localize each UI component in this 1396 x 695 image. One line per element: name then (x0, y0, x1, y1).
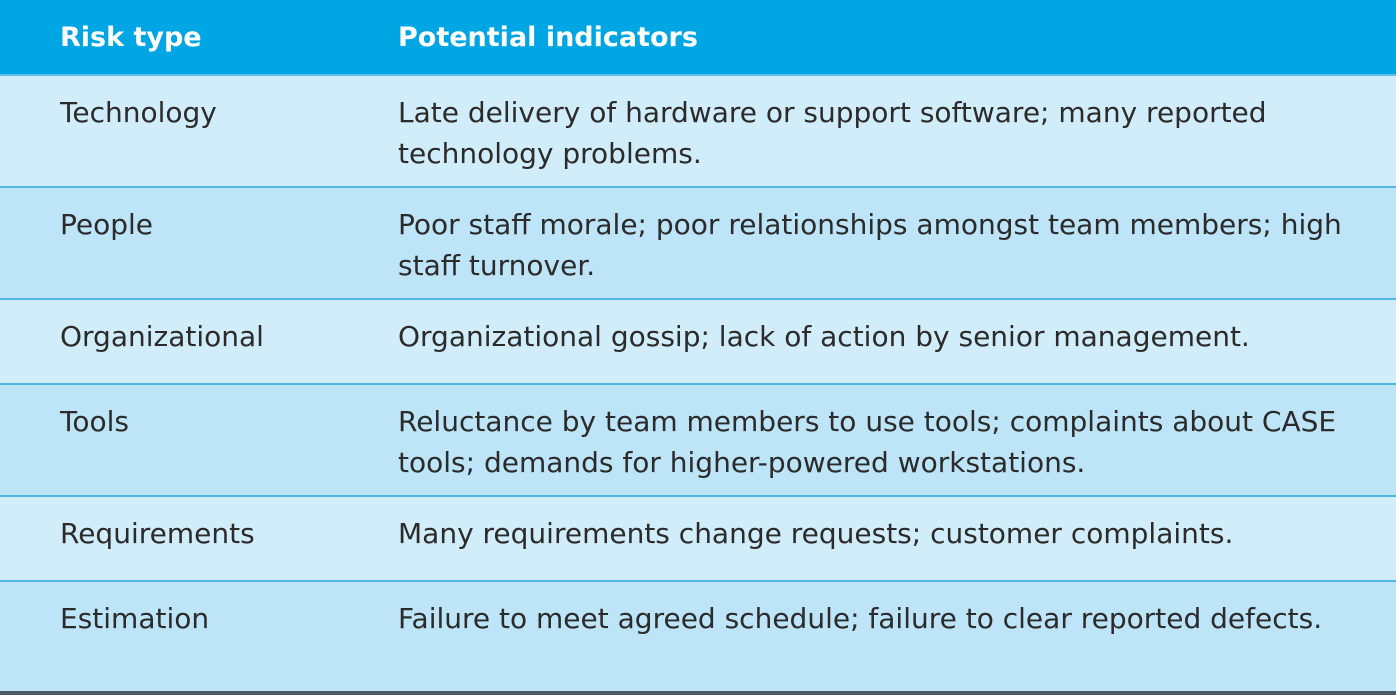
indicators-cell: Late delivery of hardware or support sof… (338, 75, 1396, 188)
risk-type-cell: People (0, 187, 338, 300)
risk-type-cell: Tools (0, 384, 338, 497)
indicators-cell: Failure to meet agreed schedule; failure… (338, 581, 1396, 695)
table-header: Risk type Potential indicators (0, 0, 1396, 76)
column-header-potential-indicators: Potential indicators (338, 0, 1396, 76)
column-header-risk-type: Risk type (0, 0, 338, 76)
table-row: Technology Late delivery of hardware or … (0, 75, 1396, 188)
header-row: Risk type Potential indicators (0, 0, 1396, 76)
table-row: Requirements Many requirements change re… (0, 496, 1396, 582)
table-row: People Poor staff morale; poor relations… (0, 187, 1396, 300)
indicators-cell: Poor staff morale; poor relationships am… (338, 187, 1396, 300)
table-body: Technology Late delivery of hardware or … (0, 75, 1396, 695)
risk-type-cell: Estimation (0, 581, 338, 695)
table-row: Organizational Organizational gossip; la… (0, 299, 1396, 385)
risk-type-cell: Technology (0, 75, 338, 188)
risk-type-cell: Organizational (0, 299, 338, 385)
indicators-cell: Many requirements change requests; custo… (338, 496, 1396, 582)
table-row: Estimation Failure to meet agreed schedu… (0, 581, 1396, 695)
indicators-cell: Organizational gossip; lack of action by… (338, 299, 1396, 385)
risk-type-cell: Requirements (0, 496, 338, 582)
table-row: Tools Reluctance by team members to use … (0, 384, 1396, 497)
indicators-cell: Reluctance by team members to use tools;… (338, 384, 1396, 497)
